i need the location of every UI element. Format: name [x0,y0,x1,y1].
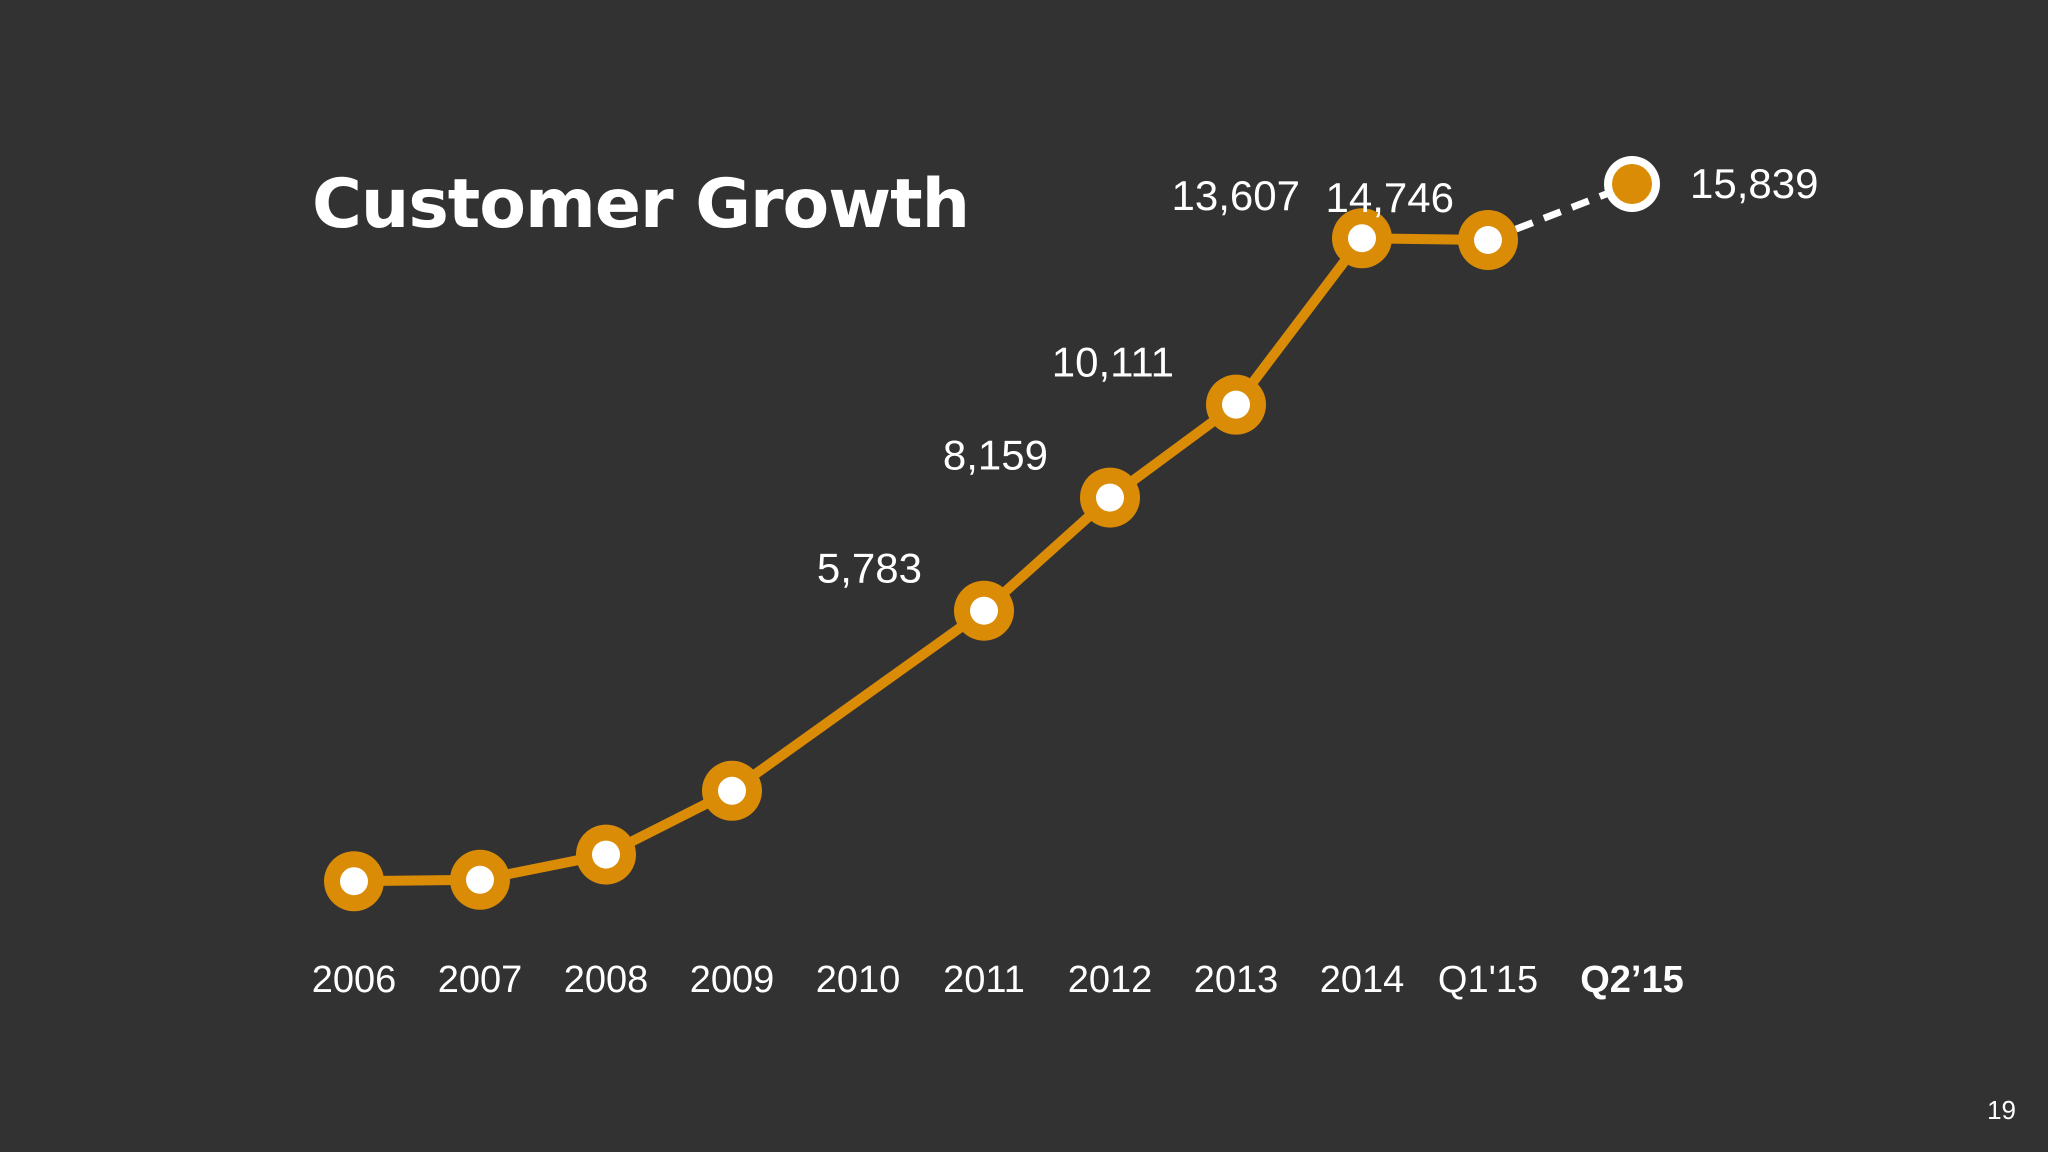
data-point-marker-inner [340,867,368,896]
data-point-2013 [1206,374,1266,435]
data-point-marker-inner [970,596,998,625]
data-point-2012 [1080,467,1140,528]
data-label: 8,159 [943,432,1048,479]
chart-title: Customer Growth [312,165,969,244]
data-point-marker-inner [1096,483,1124,512]
data-point-2007 [450,849,510,910]
data-point-2014 [1332,208,1392,269]
data-point-marker-inner [592,840,620,869]
data-point-q215 [1604,156,1660,212]
x-tick-label: 2007 [438,959,523,1001]
data-label: 5,783 [817,545,922,592]
data-label: 15,839 [1690,160,1818,207]
x-tick-label: 2010 [816,959,901,1001]
data-label: 13,607 [1172,172,1300,219]
data-point-2006 [324,851,384,912]
data-point-2011 [954,580,1014,641]
x-tick-label: Q2’15 [1580,959,1684,1001]
data-point-2008 [576,824,636,885]
x-tick-label: Q1'15 [1438,959,1538,1001]
x-tick-label: 2009 [690,959,775,1001]
data-label: 14,746 [1326,174,1454,221]
data-point-2009 [702,760,762,821]
x-tick-label: 2012 [1068,959,1153,1001]
series-markers [324,156,1660,912]
data-point-q115 [1458,210,1518,270]
data-point-marker-inner [718,776,746,805]
data-point-marker-inner [1474,226,1502,254]
data-label: 10,111 [1052,339,1174,386]
x-tick-label: 2006 [312,959,397,1001]
x-tick-label: 2013 [1194,959,1279,1001]
data-point-marker-inner [1612,164,1652,204]
series-lines [349,180,1634,887]
x-tick-label: 2011 [943,959,1025,1001]
x-tick-label: 2014 [1320,959,1405,1001]
data-point-marker-inner [1348,224,1376,253]
x-tick-label: 2008 [564,959,649,1001]
page-number: 19 [1987,1095,2016,1125]
x-axis-ticks: 2006 2007 2008 2009 2010 2011 2012 2013 2014 Q1'1… [312,959,1684,1001]
data-point-marker-inner [1222,390,1250,419]
data-point-marker-inner [466,865,494,894]
